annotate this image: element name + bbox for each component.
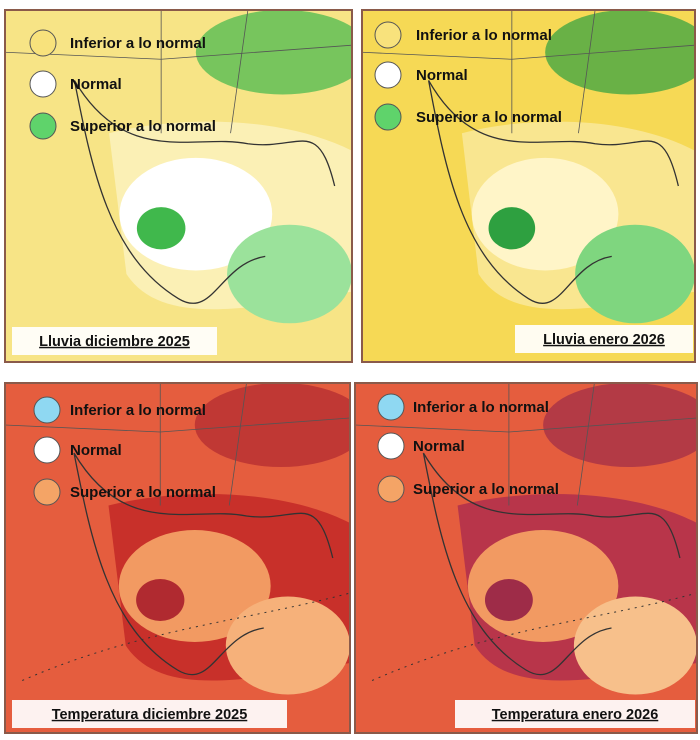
legend-swatch bbox=[377, 432, 405, 460]
border bbox=[362, 10, 695, 134]
map-region bbox=[545, 10, 695, 95]
map-region bbox=[488, 207, 536, 250]
map-panel: Inferior a lo normal Normal Superior a lo … bbox=[361, 9, 696, 363]
legend-label: Normal bbox=[70, 76, 122, 93]
map-region bbox=[136, 207, 186, 250]
map-region bbox=[225, 596, 350, 695]
caption-box bbox=[12, 700, 287, 728]
legend-swatch bbox=[33, 436, 61, 464]
legend-swatch bbox=[33, 478, 61, 506]
map-region bbox=[573, 596, 697, 695]
map bbox=[5, 383, 350, 733]
map-region bbox=[543, 383, 697, 467]
coastline bbox=[427, 80, 679, 304]
coastline bbox=[73, 452, 334, 676]
caption-box bbox=[515, 325, 693, 353]
map bbox=[355, 383, 697, 733]
border bbox=[355, 383, 697, 506]
legend-label: Normal bbox=[413, 438, 465, 455]
map-region bbox=[136, 579, 185, 621]
map bbox=[362, 10, 695, 362]
map-region bbox=[194, 383, 350, 467]
legend-swatch bbox=[29, 70, 57, 98]
legend-swatch bbox=[374, 21, 402, 49]
legend-label: Inferior a lo normal bbox=[413, 399, 549, 416]
legend-swatch bbox=[377, 475, 405, 503]
legend-label: Superior a lo normal bbox=[416, 109, 562, 126]
map-region bbox=[227, 224, 352, 324]
legend-label: Superior a lo normal bbox=[70, 118, 216, 135]
dotted-line bbox=[22, 592, 350, 681]
legend-label: Normal bbox=[416, 67, 468, 84]
legend-label: Inferior a lo normal bbox=[70, 35, 206, 52]
coastline bbox=[422, 452, 681, 676]
map bbox=[5, 10, 352, 362]
panel-frame bbox=[361, 9, 696, 363]
map-region bbox=[195, 10, 352, 95]
map-panel: Inferior a lo normal Normal Superior a lo … bbox=[4, 9, 353, 363]
caption-box bbox=[455, 700, 695, 728]
legend-label: Normal bbox=[70, 442, 122, 459]
caption: Lluvia enero 2026 bbox=[543, 332, 665, 348]
legend-label: Inferior a lo normal bbox=[70, 402, 206, 419]
map-panel: Inferior a lo normal Normal Superior a lo … bbox=[4, 382, 351, 734]
caption-box bbox=[12, 327, 217, 355]
map-region bbox=[484, 579, 533, 621]
legend-swatch bbox=[374, 61, 402, 89]
panel-frame bbox=[354, 382, 698, 734]
legend-label: Inferior a lo normal bbox=[416, 27, 552, 44]
legend-label: Superior a lo normal bbox=[413, 481, 559, 498]
legend-swatch bbox=[33, 396, 61, 424]
panel-frame bbox=[4, 9, 353, 363]
caption: Lluvia diciembre 2025 bbox=[39, 334, 190, 350]
caption: Temperatura enero 2026 bbox=[492, 707, 659, 723]
coastline bbox=[73, 80, 336, 304]
panel-frame bbox=[4, 382, 351, 734]
map-panel: Inferior a lo normal Normal Superior a lo … bbox=[354, 382, 698, 734]
caption: Temperatura diciembre 2025 bbox=[52, 707, 248, 723]
legend-swatch bbox=[29, 112, 57, 140]
border bbox=[5, 383, 350, 506]
border bbox=[5, 10, 352, 134]
legend-swatch bbox=[29, 29, 57, 57]
legend-label: Superior a lo normal bbox=[70, 484, 216, 501]
dotted-line bbox=[371, 592, 697, 681]
legend-swatch bbox=[374, 103, 402, 131]
map-region bbox=[575, 224, 695, 324]
legend-swatch bbox=[377, 393, 405, 421]
